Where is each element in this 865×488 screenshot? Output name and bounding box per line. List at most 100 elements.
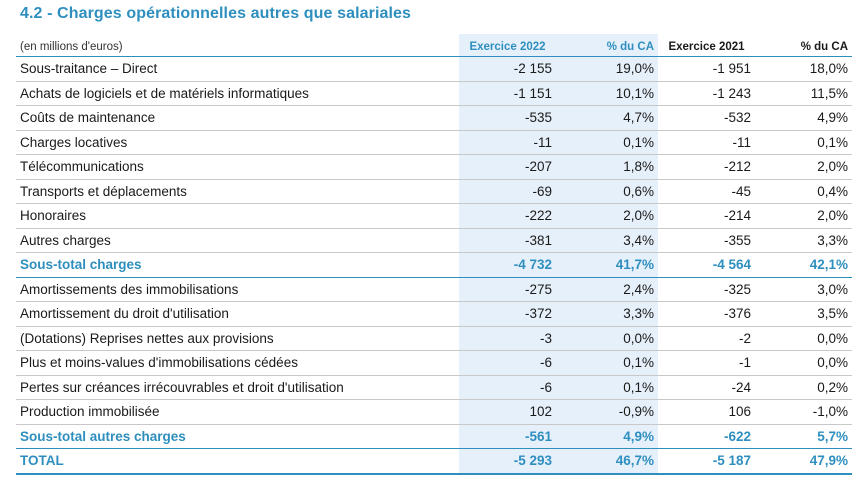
value-2022: -6: [459, 375, 556, 400]
row-label: Production immobilisée: [16, 399, 459, 425]
pct-2022: 0,6%: [556, 179, 658, 204]
pct-2021: 3,5%: [755, 301, 852, 327]
pct-2021: 2,0%: [755, 203, 852, 229]
pct-2022: 10,1%: [556, 81, 658, 106]
table-row: Amortissement du droit d'utilisation -372…: [16, 301, 852, 327]
value-2021: -325: [658, 277, 755, 302]
value-2022: -1 151: [459, 81, 556, 106]
header-year-2022: Exercice 2022: [459, 34, 556, 57]
table-row: Transports et déplacements -69 0,6% -45 0,4%: [16, 179, 852, 204]
value-2022: 102: [459, 399, 556, 425]
pct-2021: 2,0%: [755, 154, 852, 180]
pct-2021: 0,4%: [755, 179, 852, 204]
row-label: Sous-total charges: [16, 252, 459, 278]
row-label: (Dotations) Reprises nettes aux provisio…: [16, 326, 459, 351]
pct-2021: 0,2%: [755, 375, 852, 400]
row-label: Charges locatives: [16, 130, 459, 155]
value-2022: -6: [459, 350, 556, 376]
value-2021: -24: [658, 375, 755, 400]
value-2021: -622: [658, 423, 755, 449]
row-label: Amortissements des immobilisations: [16, 277, 459, 302]
table-row: Honoraires -222 2,0% -214 2,0%: [16, 203, 852, 229]
subtotal-row: Sous-total autres charges -561 4,9% -622 5,7…: [16, 423, 852, 449]
row-label: Plus et moins-values d'immobilisations c…: [16, 350, 459, 376]
pct-2021: 18,0%: [755, 56, 852, 82]
value-2021: -2: [658, 326, 755, 351]
table-row: Coûts de maintenance -535 4,7% -532 4,9%: [16, 105, 852, 131]
table-row: Autres charges -381 3,4% -355 3,3%: [16, 228, 852, 253]
header-year-2021: Exercice 2021: [658, 34, 755, 57]
value-2021: -532: [658, 105, 755, 131]
pct-2022: 2,4%: [556, 277, 658, 302]
value-2022: -372: [459, 301, 556, 327]
value-2021: -1: [658, 350, 755, 376]
row-label: Honoraires: [16, 203, 459, 229]
pct-2021: 0,0%: [755, 350, 852, 376]
row-label: Transports et déplacements: [16, 179, 459, 204]
charges-table: (en millions d'euros) Exercice 2022 % du…: [16, 34, 852, 475]
pct-2021: 0,1%: [755, 130, 852, 155]
pct-2021: 3,0%: [755, 277, 852, 302]
table-row: Télécommunications -207 1,8% -212 2,0%: [16, 154, 852, 180]
value-2022: -275: [459, 277, 556, 302]
table-row: Achats de logiciels et de matériels info…: [16, 81, 852, 106]
pct-2022: 0,1%: [556, 130, 658, 155]
value-2021: -5 187: [658, 448, 755, 475]
value-2021: -45: [658, 179, 755, 204]
pct-2022: 19,0%: [556, 56, 658, 82]
header-pct-2022: % du CA: [556, 34, 658, 57]
value-2022: -69: [459, 179, 556, 204]
pct-2022: -0,9%: [556, 399, 658, 425]
value-2022: -3: [459, 326, 556, 351]
row-label: Télécommunications: [16, 154, 459, 180]
value-2021: -376: [658, 301, 755, 327]
row-label: TOTAL: [16, 448, 459, 475]
pct-2021: 0,0%: [755, 326, 852, 351]
row-label: Pertes sur créances irrécouvrables et dr…: [16, 375, 459, 400]
value-2022: -5 293: [459, 448, 556, 475]
value-2022: -11: [459, 130, 556, 155]
pct-2021: 42,1%: [755, 252, 852, 278]
value-2022: -381: [459, 228, 556, 253]
pct-2022: 41,7%: [556, 252, 658, 278]
table-row: Pertes sur créances irrécouvrables et dr…: [16, 375, 852, 400]
header-unit: (en millions d'euros): [16, 34, 459, 57]
pct-2022: 3,4%: [556, 228, 658, 253]
value-2022: -207: [459, 154, 556, 180]
pct-2021: 5,7%: [755, 423, 852, 449]
pct-2022: 2,0%: [556, 203, 658, 229]
table-row: (Dotations) Reprises nettes aux provisio…: [16, 326, 852, 351]
pct-2021: 11,5%: [755, 81, 852, 106]
total-row: TOTAL -5 293 46,7% -5 187 47,9%: [16, 448, 852, 475]
pct-2021: 3,3%: [755, 228, 852, 253]
value-2021: -355: [658, 228, 755, 253]
table-row: Plus et moins-values d'immobilisations c…: [16, 350, 852, 376]
pct-2021: 47,9%: [755, 448, 852, 475]
row-label: Autres charges: [16, 228, 459, 253]
value-2021: -4 564: [658, 252, 755, 278]
value-2021: -1 243: [658, 81, 755, 106]
row-label: Sous-total autres charges: [16, 423, 459, 449]
pct-2022: 0,1%: [556, 350, 658, 376]
table-row: Production immobilisée 102 -0,9% 106 -1,0%: [16, 399, 852, 425]
pct-2021: 4,9%: [755, 105, 852, 131]
pct-2022: 1,8%: [556, 154, 658, 180]
table-row: Charges locatives -11 0,1% -11 0,1%: [16, 130, 852, 155]
row-label: Achats de logiciels et de matériels info…: [16, 81, 459, 106]
value-2021: -11: [658, 130, 755, 155]
pct-2022: 0,1%: [556, 375, 658, 400]
value-2021: -212: [658, 154, 755, 180]
row-label: Coûts de maintenance: [16, 105, 459, 131]
value-2022: -535: [459, 105, 556, 131]
pct-2022: 4,7%: [556, 105, 658, 131]
subtotal-row: Sous-total charges -4 732 41,7% -4 564 42,1%: [16, 252, 852, 278]
value-2021: 106: [658, 399, 755, 425]
pct-2022: 4,9%: [556, 423, 658, 449]
pct-2022: 3,3%: [556, 301, 658, 327]
value-2021: -1 951: [658, 56, 755, 82]
table-row: Sous-traitance – Direct -2 155 19,0% -1 951…: [16, 56, 852, 82]
value-2022: -4 732: [459, 252, 556, 278]
pct-2022: 46,7%: [556, 448, 658, 475]
section-title: 4.2 - Charges opérationnelles autres que…: [20, 5, 412, 22]
